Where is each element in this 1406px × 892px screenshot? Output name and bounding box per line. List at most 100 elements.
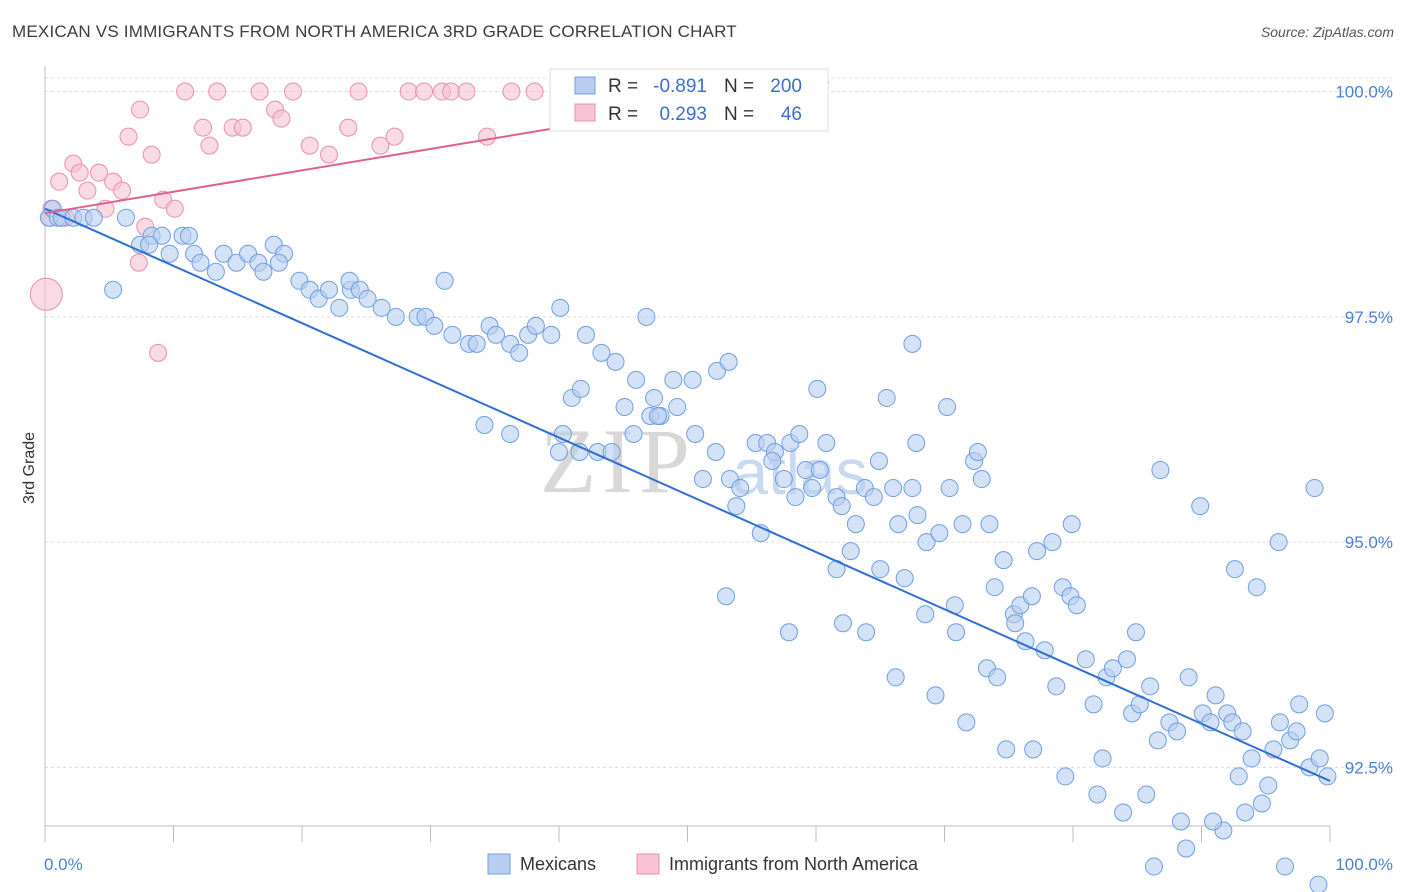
- data-point: [1229, 767, 1248, 786]
- data-point: [1103, 659, 1122, 678]
- data-point: [116, 208, 135, 227]
- data-point: [371, 136, 390, 155]
- data-point: [1006, 614, 1025, 633]
- stats-legend-frame: [549, 68, 829, 132]
- data-point: [104, 280, 123, 299]
- data-point: [1191, 497, 1210, 516]
- data-point: [1126, 623, 1145, 642]
- data-point: [780, 623, 799, 642]
- data-point: [1225, 560, 1244, 579]
- data-point: [833, 614, 852, 633]
- stats-swatch-immigrants: [574, 103, 596, 122]
- stats-legend: R = -0.891 N = 200 R = 0.293 N = 46: [549, 68, 829, 132]
- data-point: [1151, 461, 1170, 480]
- data-point: [648, 406, 667, 425]
- data-point: [606, 352, 625, 371]
- data-point: [706, 443, 725, 462]
- data-point: [908, 506, 927, 525]
- data-point: [160, 244, 179, 263]
- data-point: [1056, 767, 1075, 786]
- data-point: [930, 524, 949, 543]
- gridlines: [45, 77, 1392, 768]
- data-point: [386, 307, 405, 326]
- data-point: [1259, 776, 1278, 795]
- data-point: [903, 479, 922, 498]
- data-point: [980, 515, 999, 534]
- data-point: [1305, 479, 1324, 498]
- data-point: [1093, 749, 1112, 768]
- data-point: [435, 271, 454, 290]
- data-point: [877, 388, 896, 407]
- data-point: [467, 334, 486, 353]
- x-tick-label-0: 0.0%: [44, 855, 83, 874]
- stats-n-label-mexicans: N =: [724, 76, 754, 97]
- data-point: [385, 127, 404, 146]
- data-point: [284, 82, 303, 101]
- data-point: [1084, 695, 1103, 714]
- data-point: [113, 181, 132, 200]
- data-point: [149, 343, 168, 362]
- stats-n-value-mexicans: 200: [770, 76, 802, 97]
- data-point: [1171, 812, 1190, 831]
- data-point: [1062, 515, 1081, 534]
- data-point: [176, 82, 195, 101]
- data-point: [1067, 596, 1086, 615]
- data-point: [142, 145, 161, 164]
- data-point: [727, 497, 746, 516]
- stats-n-value-immigrants: 46: [781, 104, 802, 125]
- data-point: [1276, 857, 1295, 876]
- stats-n-label-immigrants: N =: [724, 104, 754, 125]
- data-point: [1309, 875, 1328, 892]
- data-point: [1114, 803, 1133, 822]
- stats-swatch-mexicans: [574, 76, 596, 95]
- series-mexicans-points: [39, 199, 1337, 892]
- data-point: [208, 82, 227, 101]
- data-point: [864, 488, 883, 507]
- data-point: [1076, 650, 1095, 669]
- data-point: [871, 560, 890, 579]
- axes: [44, 66, 1331, 842]
- data-point: [542, 325, 561, 344]
- data-point: [1290, 695, 1309, 714]
- data-point: [841, 542, 860, 561]
- data-point: [487, 325, 506, 344]
- data-point: [832, 497, 851, 516]
- data-point: [1148, 731, 1167, 750]
- data-point: [916, 605, 935, 624]
- data-point: [790, 424, 809, 443]
- data-point: [526, 316, 545, 335]
- data-point: [719, 352, 738, 371]
- stats-r-value-immigrants: 0.293: [659, 104, 707, 125]
- data-point: [330, 298, 349, 317]
- data-point: [817, 434, 836, 452]
- data-point: [763, 452, 782, 471]
- data-point: [194, 118, 213, 137]
- data-point: [947, 623, 966, 642]
- data-point: [1204, 812, 1223, 831]
- y-tick-label-1: 95.0%: [1345, 533, 1393, 552]
- data-point: [510, 343, 529, 362]
- data-point: [1117, 650, 1136, 669]
- data-point: [693, 470, 712, 489]
- stats-r-label-immigrants: R =: [608, 104, 638, 125]
- data-point: [191, 253, 210, 272]
- data-point: [129, 253, 148, 272]
- data-point: [1177, 839, 1196, 858]
- data-point: [938, 397, 957, 416]
- data-point: [968, 443, 987, 462]
- data-point: [808, 379, 827, 398]
- data-point: [501, 424, 520, 443]
- data-point: [300, 136, 319, 155]
- data-point: [1028, 542, 1047, 561]
- source-label: Source: ZipAtlas.com: [1260, 24, 1394, 40]
- data-point: [1141, 677, 1160, 696]
- data-point: [988, 668, 1007, 687]
- data-point: [179, 226, 198, 245]
- data-point: [731, 479, 750, 498]
- data-point: [206, 262, 225, 281]
- data-point: [415, 82, 434, 101]
- data-point: [1287, 722, 1306, 741]
- data-point: [478, 127, 497, 146]
- data-point: [233, 118, 252, 137]
- data-point: [857, 623, 876, 642]
